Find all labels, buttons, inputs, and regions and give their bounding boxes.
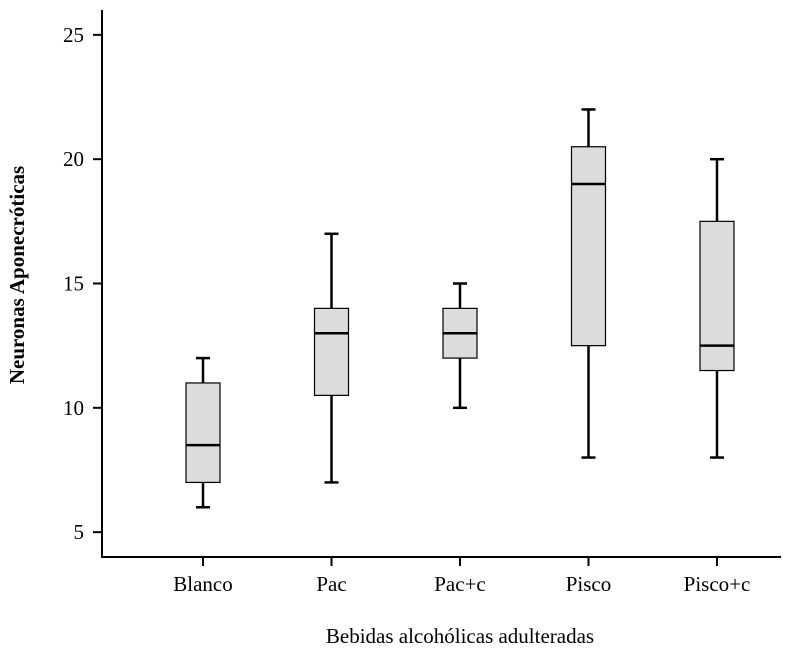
y-tick-label: 5	[74, 520, 85, 544]
box-pac-c	[442, 282, 478, 410]
y-tick-label: 10	[63, 396, 84, 420]
x-tick-label: Pac+c	[434, 572, 486, 596]
x-tick-label: Pisco+c	[684, 572, 751, 596]
x-ticks: Blanco Pac Pac+c Pisco Pisco+c	[173, 557, 750, 596]
iqr-box	[185, 382, 221, 484]
x-tick-label: Pisco	[566, 572, 612, 596]
box-blanco	[185, 356, 221, 509]
x-tick-label: Pac	[316, 572, 346, 596]
y-ticks: 5 10 15 20 25	[63, 23, 102, 544]
y-axis-title: Neuronas Aponecróticas	[5, 166, 29, 384]
boxes	[185, 108, 735, 509]
box-pac	[313, 232, 350, 484]
y-tick-label: 15	[63, 272, 84, 296]
iqr-box	[570, 146, 607, 347]
iqr-box	[313, 307, 350, 396]
box-pisco-c	[699, 157, 735, 459]
box-pisco	[570, 108, 607, 459]
y-tick-label: 25	[63, 23, 84, 47]
x-axis-title: Bebidas alcohólicas adulteradas	[326, 624, 594, 648]
x-tick-label: Blanco	[173, 572, 232, 596]
iqr-box	[699, 220, 735, 372]
y-tick-label: 20	[63, 147, 84, 171]
